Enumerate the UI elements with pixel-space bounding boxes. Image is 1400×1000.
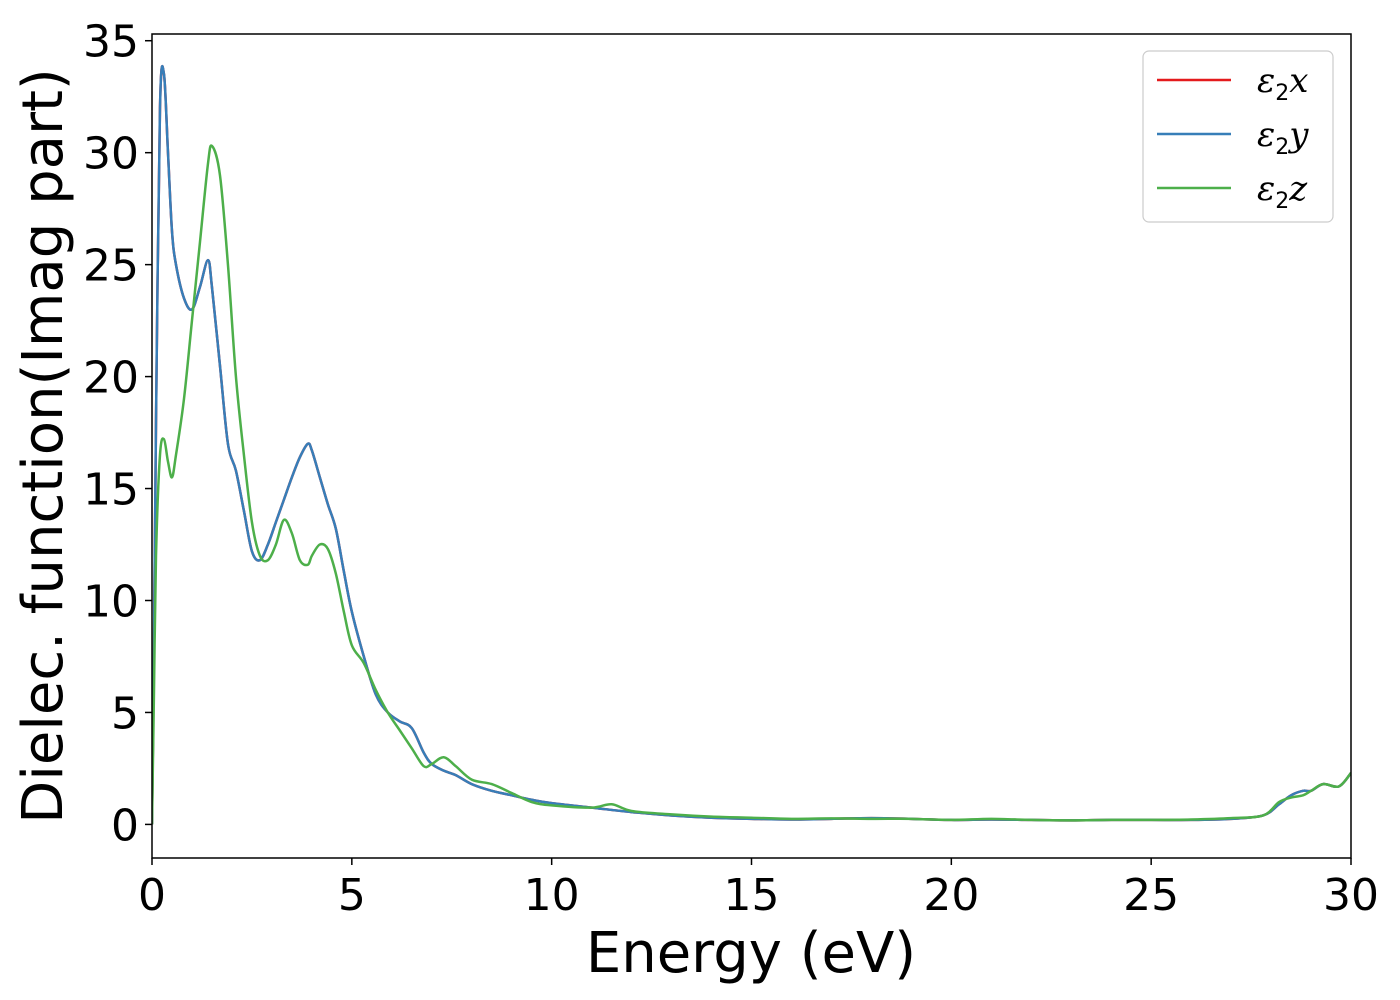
y-tick-label: 10 (83, 577, 139, 628)
legend-label-x: ε2x (1257, 61, 1308, 106)
x-tick-label: 30 (1323, 870, 1379, 921)
y-tick-label: 20 (83, 353, 139, 404)
legend-variable: z (1288, 169, 1308, 209)
x-tick-label: 0 (138, 870, 166, 921)
legend-base: ε (1257, 115, 1275, 155)
legend-subscript: 2 (1275, 135, 1289, 160)
x-tick-label: 20 (923, 870, 979, 921)
series-line-z (152, 144, 1351, 825)
y-ticks: 0 5 10 15 20 25 30 35 (83, 17, 152, 851)
legend-subscript: 2 (1275, 189, 1289, 214)
x-tick-label: 10 (524, 870, 580, 921)
legend-base: ε (1257, 61, 1275, 101)
x-ticks: 0 5 10 15 20 25 30 (138, 858, 1379, 921)
legend-box (1142, 50, 1334, 223)
y-tick-label: 25 (83, 241, 139, 292)
x-tick-label: 25 (1123, 870, 1179, 921)
legend-label-z: ε2z (1257, 169, 1308, 214)
y-tick-label: 30 (83, 129, 139, 180)
legend-base: ε (1257, 169, 1275, 209)
series-layer (152, 64, 1351, 825)
y-tick-label: 35 (83, 17, 139, 68)
y-tick-label: 15 (83, 465, 139, 516)
legend-variable: y (1287, 115, 1309, 155)
legend-subscript: 2 (1275, 81, 1289, 106)
y-tick-label: 0 (111, 800, 139, 851)
legend-label-y: ε2y (1257, 115, 1309, 160)
x-tick-label: 5 (338, 870, 366, 921)
legend-variable: x (1289, 61, 1308, 101)
x-axis-title: Energy (eV) (586, 921, 916, 986)
y-tick-label: 5 (111, 688, 139, 739)
y-axis-title: Dielec. function(Imag part) (11, 68, 76, 824)
x-tick-label: 15 (724, 870, 780, 921)
